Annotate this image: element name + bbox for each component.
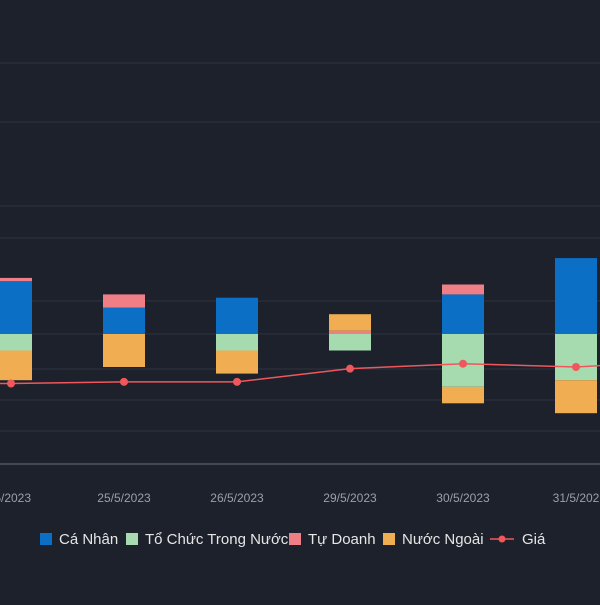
bar-segment <box>216 350 258 374</box>
price-point <box>7 379 15 388</box>
legend[interactable]: Cá Nhân Tổ Chức Trong Nước Tự Doanh Nước Ng… <box>40 531 546 548</box>
legend-swatch <box>383 533 395 545</box>
legend-swatch <box>40 533 52 545</box>
legend-point-swatch <box>498 535 506 543</box>
legend-swatch <box>289 533 301 545</box>
legend-swatch <box>126 533 138 545</box>
price-point <box>346 364 354 373</box>
x-tick-label: 31/5/202 <box>553 491 600 505</box>
bar-segment <box>555 380 597 414</box>
x-tick-label: 25/5/2023 <box>97 491 151 505</box>
bar-segment <box>216 334 258 351</box>
price-point <box>120 377 128 386</box>
bar-segment <box>442 294 484 334</box>
price-line-path <box>0 362 600 385</box>
bar-segment <box>442 386 484 404</box>
bar-segment <box>103 334 145 367</box>
bar-segment <box>0 277 32 282</box>
bar-segment <box>442 284 484 295</box>
x-tick-label: 29/5/2023 <box>323 491 377 505</box>
bar-segment <box>103 294 145 308</box>
bars <box>0 258 597 414</box>
legend-label: Nước Ngoài <box>402 531 484 548</box>
x-tick-label: 26/5/2023 <box>210 491 264 505</box>
bar-segment <box>0 281 32 334</box>
bar-segment <box>329 314 371 331</box>
x-tick-label: /5/2023 <box>0 491 31 505</box>
legend-label: Cá Nhân <box>59 531 118 548</box>
bar-segment <box>555 258 597 334</box>
x-tick-label: 30/5/2023 <box>436 491 490 505</box>
price-point <box>572 363 580 371</box>
legend-label: Tổ Chức Trong Nước <box>145 531 289 548</box>
price-point <box>459 359 467 368</box>
bar-segment <box>216 297 258 334</box>
x-axis: /5/2023 25/5/2023 26/5/2023 29/5/2023 30/5/2… <box>0 463 600 505</box>
bar-segment <box>555 334 597 381</box>
legend-item[interactable]: Cá Nhân <box>40 531 118 548</box>
bar-segment <box>329 334 371 351</box>
legend-item[interactable]: Nước Ngoài <box>383 531 484 548</box>
legend-item[interactable]: Giá <box>490 531 546 548</box>
bar-segment <box>329 330 371 334</box>
bar-segment <box>103 307 145 334</box>
grid <box>0 62 600 432</box>
price-point <box>233 377 241 386</box>
legend-item[interactable]: Tổ Chức Trong Nước <box>126 531 289 548</box>
legend-label: Giá <box>522 531 546 548</box>
legend-item[interactable]: Tự Doanh <box>289 531 376 548</box>
legend-label: Tự Doanh <box>308 531 376 548</box>
bar-segment <box>0 350 32 381</box>
bar-segment <box>0 334 32 351</box>
price-line <box>0 359 600 388</box>
